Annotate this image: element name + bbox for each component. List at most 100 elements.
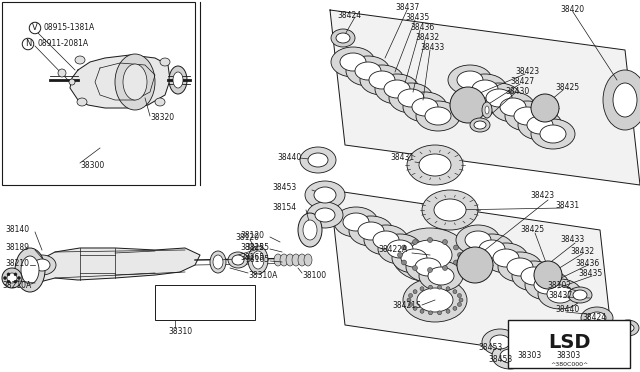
- Ellipse shape: [375, 74, 419, 104]
- Ellipse shape: [479, 240, 505, 258]
- Text: 38433: 38433: [420, 44, 444, 52]
- Text: 38423: 38423: [530, 190, 554, 199]
- Ellipse shape: [280, 254, 288, 266]
- Ellipse shape: [305, 181, 345, 209]
- Text: N: N: [25, 39, 31, 48]
- Text: 38102: 38102: [547, 280, 571, 289]
- Ellipse shape: [534, 261, 562, 289]
- Ellipse shape: [408, 240, 452, 270]
- Ellipse shape: [448, 65, 492, 95]
- Text: 38425: 38425: [555, 83, 579, 93]
- Text: 38453: 38453: [478, 343, 502, 353]
- Text: 38433: 38433: [560, 235, 584, 244]
- Ellipse shape: [401, 249, 427, 267]
- Ellipse shape: [21, 256, 39, 284]
- Text: 38310: 38310: [168, 327, 192, 337]
- Ellipse shape: [493, 249, 519, 267]
- Ellipse shape: [2, 268, 22, 288]
- Polygon shape: [330, 10, 640, 185]
- Ellipse shape: [588, 312, 606, 324]
- Ellipse shape: [397, 253, 403, 257]
- Ellipse shape: [613, 83, 637, 117]
- Text: 38303: 38303: [518, 352, 542, 360]
- Ellipse shape: [7, 273, 10, 276]
- Text: 38424: 38424: [582, 314, 606, 323]
- Ellipse shape: [334, 207, 378, 237]
- Text: 38440: 38440: [277, 153, 301, 161]
- Ellipse shape: [364, 225, 408, 255]
- Bar: [2, 2, 195, 185]
- Ellipse shape: [420, 309, 424, 313]
- Ellipse shape: [538, 279, 582, 309]
- Ellipse shape: [298, 254, 306, 266]
- Text: 38432: 38432: [415, 33, 439, 42]
- Ellipse shape: [458, 302, 461, 307]
- Ellipse shape: [169, 66, 187, 94]
- Ellipse shape: [470, 118, 490, 132]
- Text: 38100: 38100: [302, 270, 326, 279]
- Text: 38427: 38427: [510, 77, 534, 87]
- Ellipse shape: [7, 273, 17, 283]
- Ellipse shape: [413, 240, 417, 244]
- Ellipse shape: [500, 98, 526, 116]
- Ellipse shape: [429, 311, 433, 315]
- Ellipse shape: [454, 245, 458, 250]
- Text: 38125: 38125: [245, 244, 269, 253]
- Ellipse shape: [392, 243, 436, 273]
- Ellipse shape: [507, 258, 533, 276]
- Text: 38303: 38303: [557, 352, 581, 360]
- Ellipse shape: [458, 253, 463, 257]
- Text: 38154: 38154: [272, 203, 296, 212]
- Ellipse shape: [482, 329, 518, 355]
- Ellipse shape: [28, 255, 56, 275]
- Ellipse shape: [314, 187, 336, 203]
- Text: 08911-2081A: 08911-2081A: [37, 39, 88, 48]
- Ellipse shape: [425, 107, 451, 125]
- Ellipse shape: [406, 252, 450, 282]
- Ellipse shape: [75, 56, 85, 64]
- Ellipse shape: [378, 234, 422, 264]
- Text: 38189: 38189: [5, 244, 29, 253]
- Ellipse shape: [457, 71, 483, 89]
- Ellipse shape: [401, 260, 406, 265]
- Ellipse shape: [547, 285, 573, 303]
- Ellipse shape: [525, 270, 569, 300]
- Ellipse shape: [438, 311, 442, 315]
- Bar: [508, 320, 630, 368]
- Ellipse shape: [213, 255, 223, 269]
- Ellipse shape: [474, 121, 486, 129]
- Text: 38210A: 38210A: [2, 280, 31, 289]
- Ellipse shape: [248, 246, 268, 274]
- Text: 38431: 38431: [555, 201, 579, 209]
- Ellipse shape: [490, 335, 510, 349]
- Text: 38437: 38437: [395, 3, 419, 13]
- Text: 38140: 38140: [5, 225, 29, 234]
- Ellipse shape: [622, 324, 634, 332]
- Text: 38421S: 38421S: [392, 301, 420, 310]
- Text: 38423: 38423: [515, 67, 539, 77]
- Text: 38120: 38120: [240, 231, 264, 241]
- Ellipse shape: [331, 29, 355, 47]
- Text: 38300: 38300: [80, 160, 104, 170]
- Ellipse shape: [465, 231, 491, 249]
- Ellipse shape: [500, 349, 520, 363]
- Ellipse shape: [300, 147, 336, 173]
- Ellipse shape: [419, 154, 451, 176]
- Bar: [155, 285, 255, 320]
- Ellipse shape: [346, 56, 390, 86]
- Ellipse shape: [173, 72, 183, 88]
- Ellipse shape: [17, 276, 20, 279]
- Ellipse shape: [303, 220, 317, 240]
- Ellipse shape: [573, 290, 587, 300]
- Ellipse shape: [482, 102, 492, 118]
- Ellipse shape: [58, 69, 66, 77]
- Ellipse shape: [232, 255, 244, 265]
- Ellipse shape: [446, 309, 450, 313]
- Ellipse shape: [408, 302, 413, 307]
- Ellipse shape: [484, 243, 528, 273]
- Ellipse shape: [412, 98, 438, 116]
- Ellipse shape: [428, 267, 454, 285]
- Ellipse shape: [389, 83, 433, 113]
- Text: 38440: 38440: [555, 305, 579, 314]
- Ellipse shape: [286, 254, 294, 266]
